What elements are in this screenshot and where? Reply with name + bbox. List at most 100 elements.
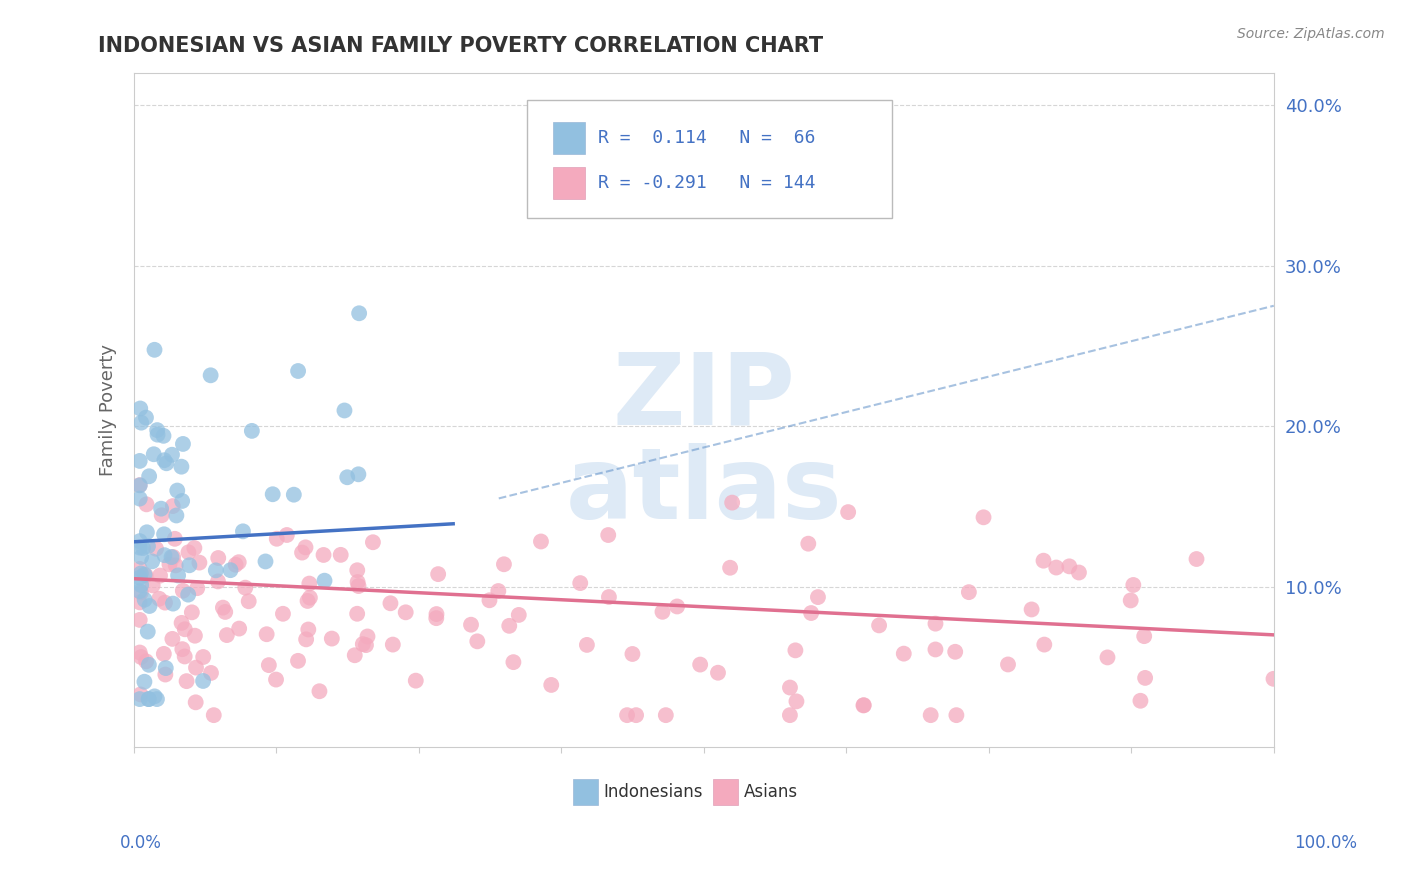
Point: [486, 584, 509, 599]
Point: [294, 541, 316, 555]
Bar: [572, 779, 598, 805]
Point: [150, 501, 173, 516]
Point: [297, 623, 319, 637]
Point: [162, 597, 184, 611]
Point: [232, 524, 254, 539]
Point: [361, 535, 384, 549]
Point: [129, 401, 152, 416]
Point: [868, 618, 890, 632]
Point: [1133, 671, 1156, 685]
Point: [852, 698, 875, 713]
Point: [160, 550, 183, 565]
Point: [621, 647, 644, 661]
Point: [153, 548, 176, 562]
Point: [465, 634, 488, 648]
Text: R =  0.114   N =  66: R = 0.114 N = 66: [598, 128, 815, 146]
Point: [405, 673, 427, 688]
Point: [186, 581, 208, 595]
Point: [142, 578, 165, 592]
Point: [924, 616, 946, 631]
Point: [308, 684, 330, 698]
Point: [155, 661, 177, 675]
Point: [146, 692, 169, 706]
Point: [228, 555, 250, 569]
Point: [395, 605, 418, 619]
Point: [347, 306, 370, 320]
Point: [228, 622, 250, 636]
FancyBboxPatch shape: [527, 100, 891, 218]
Point: [129, 688, 152, 702]
Point: [1133, 629, 1156, 643]
Point: [1119, 593, 1142, 607]
Point: [1032, 554, 1054, 568]
Point: [321, 632, 343, 646]
Point: [138, 469, 160, 483]
Point: [172, 494, 194, 508]
Point: [162, 549, 184, 564]
Point: [180, 605, 202, 619]
Point: [346, 575, 368, 590]
Point: [508, 607, 530, 622]
Point: [852, 698, 875, 713]
Point: [136, 624, 159, 639]
Point: [128, 491, 150, 506]
Point: [138, 692, 160, 706]
Point: [624, 708, 647, 723]
Point: [1045, 560, 1067, 574]
Point: [298, 576, 321, 591]
Point: [200, 665, 222, 680]
Point: [143, 343, 166, 357]
Point: [128, 571, 150, 585]
Point: [287, 654, 309, 668]
Point: [718, 560, 741, 574]
Point: [343, 648, 366, 663]
Point: [128, 584, 150, 599]
Point: [425, 611, 447, 625]
Point: [155, 667, 177, 681]
Point: [177, 545, 200, 559]
Point: [129, 566, 152, 581]
Point: [176, 674, 198, 689]
Point: [160, 448, 183, 462]
Point: [346, 563, 368, 577]
Point: [129, 585, 152, 599]
Bar: [554, 167, 585, 199]
Point: [129, 549, 152, 564]
Point: [264, 673, 287, 687]
Point: [153, 647, 176, 661]
Point: [347, 467, 370, 482]
Point: [1021, 602, 1043, 616]
Point: [498, 619, 520, 633]
Point: [314, 574, 336, 588]
Point: [354, 638, 377, 652]
Point: [191, 673, 214, 688]
Point: [785, 694, 807, 708]
Point: [173, 649, 195, 664]
Point: [153, 596, 176, 610]
Point: [184, 660, 207, 674]
Point: [215, 628, 238, 642]
Point: [167, 568, 190, 582]
Point: [1097, 650, 1119, 665]
Point: [172, 437, 194, 451]
Point: [204, 563, 226, 577]
Point: [460, 617, 482, 632]
Point: [128, 562, 150, 576]
Point: [1129, 694, 1152, 708]
Point: [266, 532, 288, 546]
Point: [134, 592, 156, 607]
Point: [184, 695, 207, 709]
Point: [225, 558, 247, 572]
Point: [797, 537, 820, 551]
Point: [214, 605, 236, 619]
Text: 100.0%: 100.0%: [1294, 834, 1357, 852]
Point: [142, 447, 165, 461]
Point: [207, 551, 229, 566]
Point: [257, 658, 280, 673]
Point: [207, 574, 229, 589]
Point: [1122, 578, 1144, 592]
Point: [276, 528, 298, 542]
Point: [202, 708, 225, 723]
Point: [262, 487, 284, 501]
Point: [721, 495, 744, 509]
